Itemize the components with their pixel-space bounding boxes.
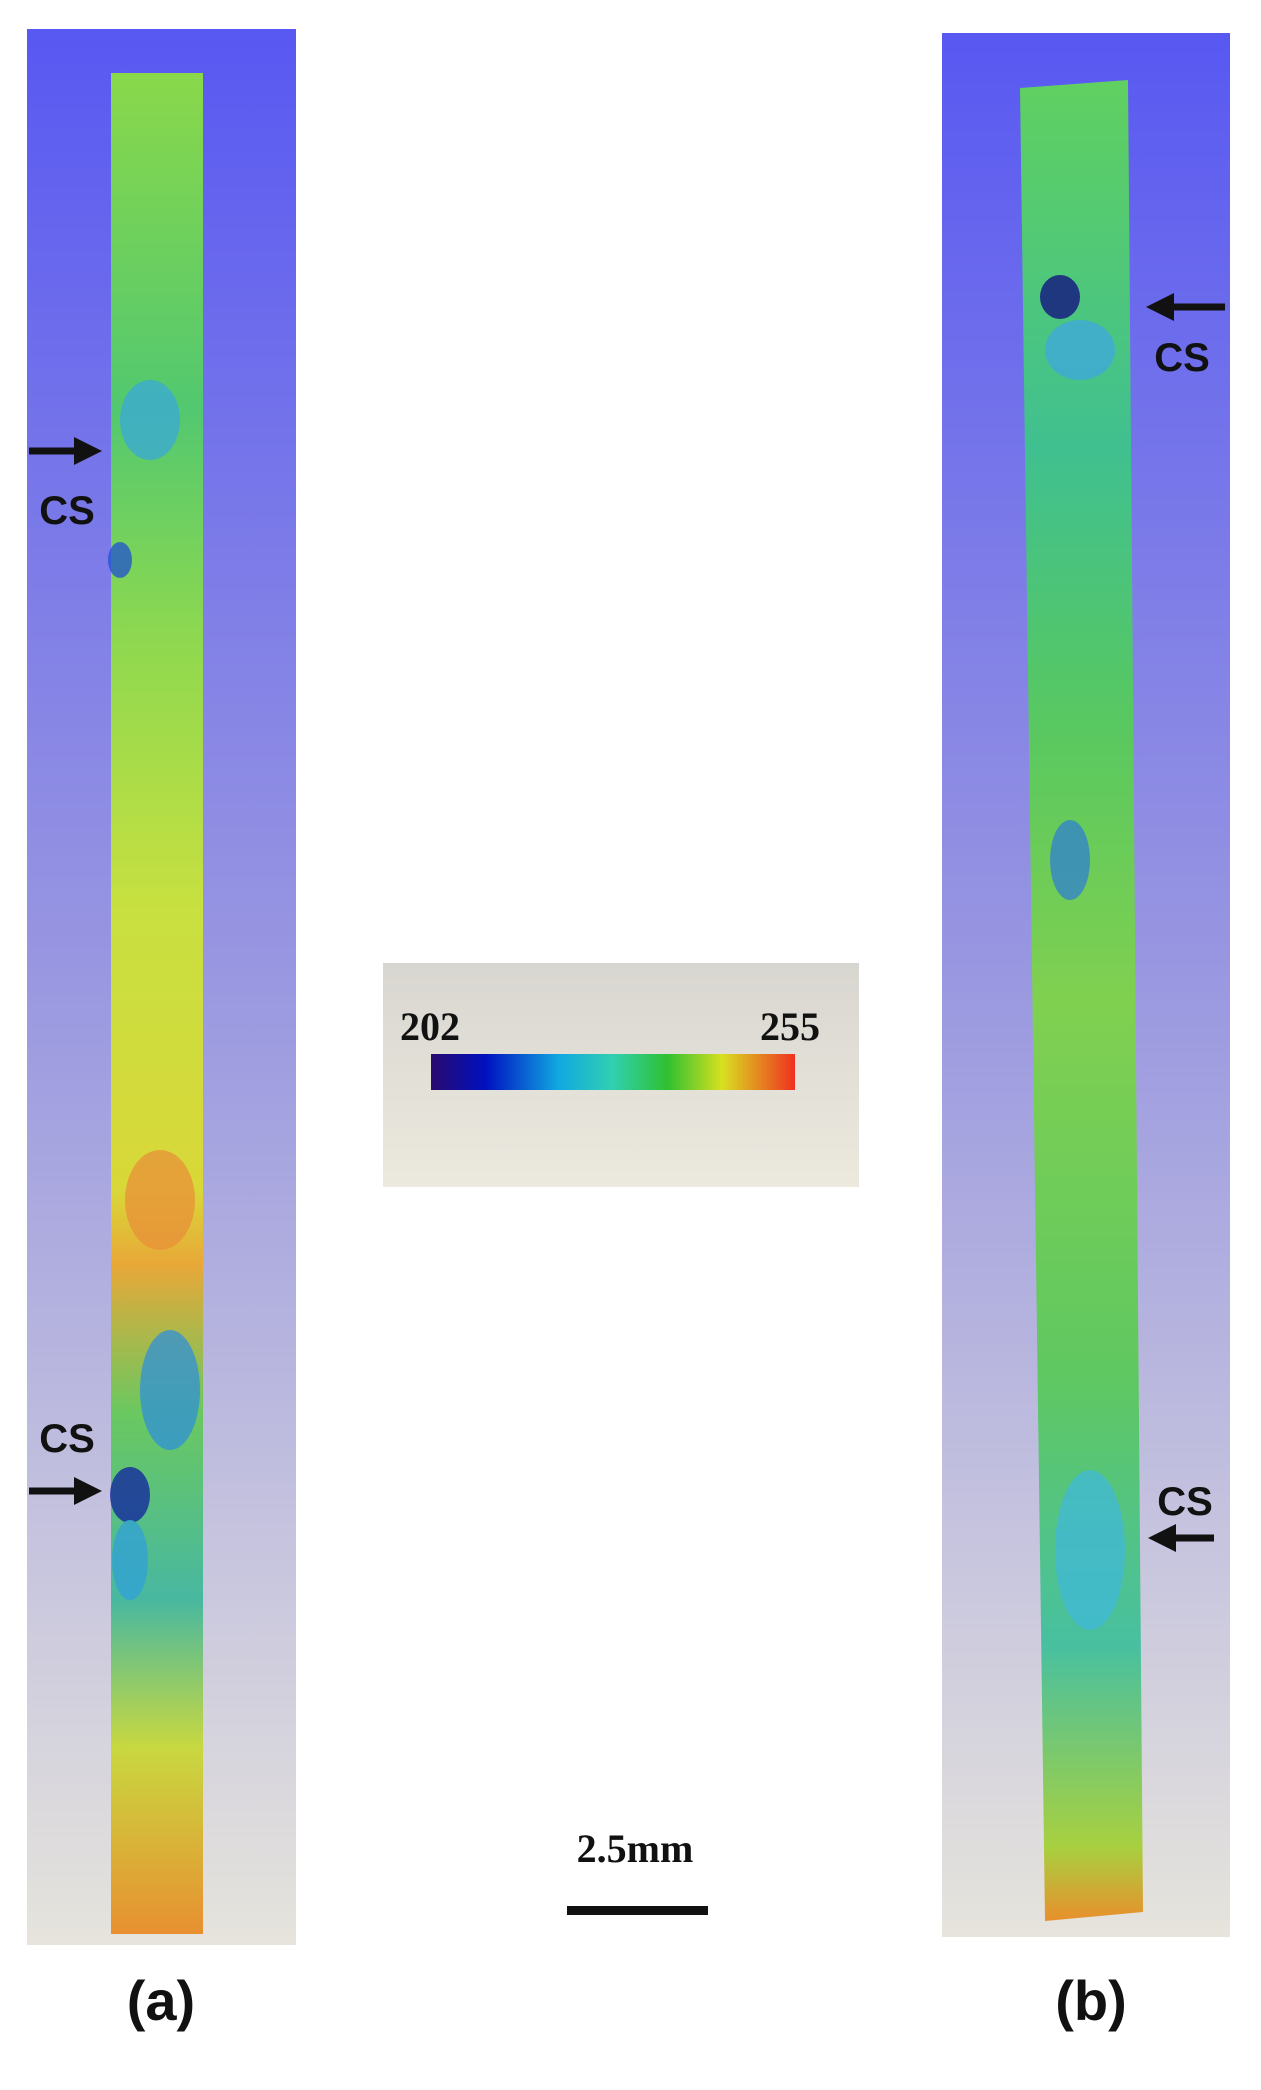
- sample-b-spots: [1040, 275, 1125, 1630]
- cs-label: CS: [1157, 1480, 1213, 1524]
- panel-label: (b): [1055, 1969, 1127, 2032]
- colorbar: [431, 1054, 795, 1090]
- panel-label: (a): [127, 1969, 195, 2032]
- cs-label: CS: [1154, 336, 1210, 380]
- scale-bar-label: 2.5mm: [577, 1826, 694, 1871]
- cs-label: CS: [39, 489, 95, 533]
- sample-a-spots: [108, 380, 200, 1600]
- sample-a: [111, 73, 203, 1934]
- scale-bar: [567, 1906, 708, 1915]
- sample-b: [1020, 80, 1143, 1921]
- colorbar-max: 255: [760, 1004, 820, 1049]
- cs-label: CS: [39, 1417, 95, 1461]
- colorbar-min: 202: [400, 1004, 460, 1049]
